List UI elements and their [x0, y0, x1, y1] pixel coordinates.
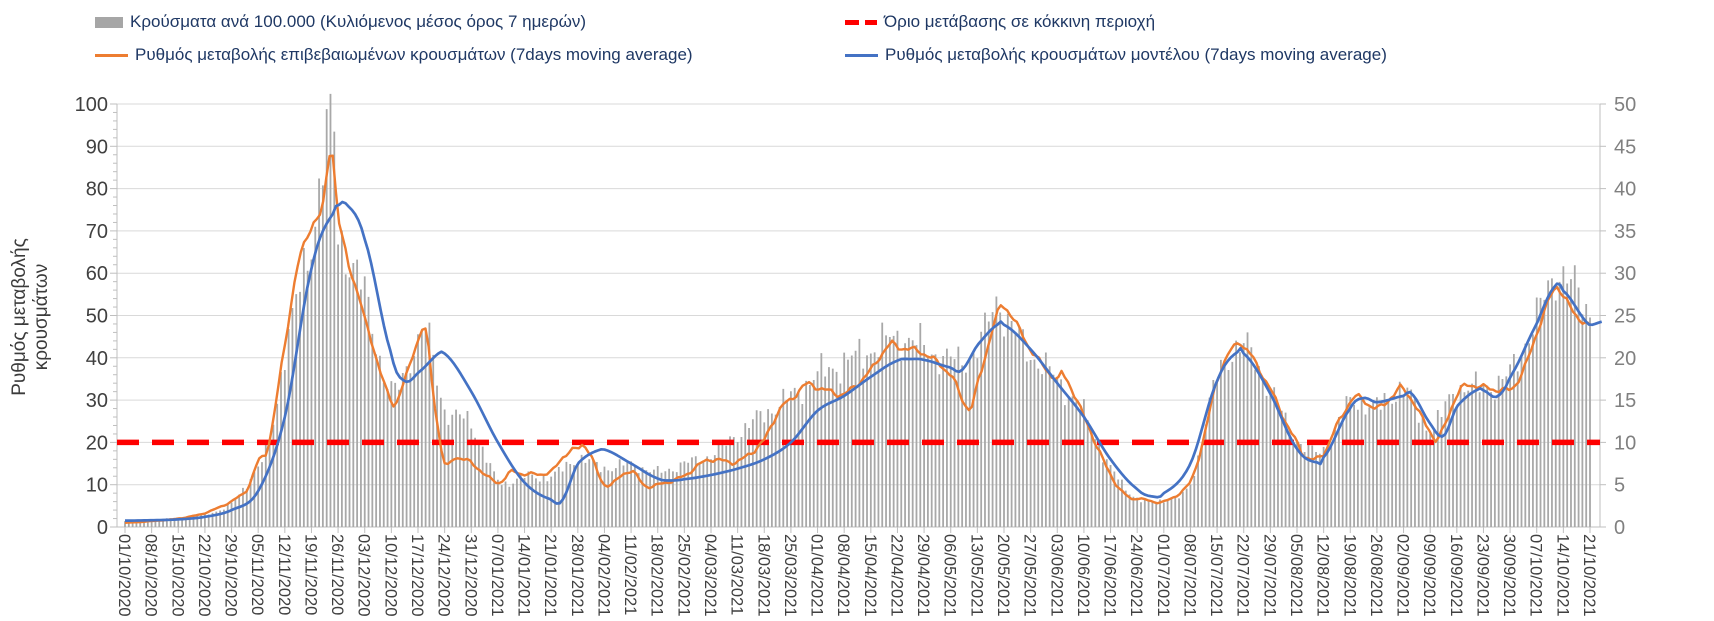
left-axis-tick-label: 90 — [86, 136, 108, 158]
x-axis-date-label: 26/11/2020 — [328, 534, 346, 615]
x-axis-date-label: 15/04/2021 — [861, 534, 879, 617]
x-axis-date-label: 14/01/2021 — [515, 534, 533, 617]
left-axis-tick-label: 60 — [86, 263, 108, 285]
x-axis-date-label: 19/11/2020 — [301, 534, 319, 615]
left-axis-tick-label: 10 — [86, 475, 108, 497]
x-axis-date-label: 04/02/2021 — [594, 534, 612, 617]
left-axis-tick-label: 100 — [75, 94, 108, 116]
legend-item-cases-per-100k: Κρούσματα ανά 100.000 (Κυλιόμενος μέσος … — [95, 12, 586, 32]
x-axis-date-label: 22/07/2021 — [1234, 534, 1252, 617]
right-axis-tick-label: 40 — [1614, 179, 1636, 201]
x-axis-date-label: 25/02/2021 — [674, 534, 692, 617]
x-axis-date-label: 17/12/2020 — [408, 534, 426, 617]
x-axis-date-label: 29/10/2020 — [222, 534, 240, 617]
x-axis-date-label: 28/01/2021 — [568, 534, 586, 617]
right-axis-tick-label: 30 — [1614, 263, 1636, 285]
right-axis-tick-label: 20 — [1614, 348, 1636, 370]
x-axis-date-label: 15/10/2020 — [168, 534, 186, 617]
x-axis-date-label: 17/06/2021 — [1101, 534, 1119, 617]
bar-swatch-icon — [95, 16, 123, 28]
legend-label: Όριο μετάβασης σε κόκκινη περιοχή — [884, 12, 1156, 31]
x-axis-date-label: 01/04/2021 — [808, 534, 826, 617]
right-axis-tick-label: 0 — [1614, 517, 1625, 539]
x-axis-date-label: 22/04/2021 — [887, 534, 905, 617]
x-axis-date-label: 24/12/2020 — [435, 534, 453, 617]
legend-label: Κρούσματα ανά 100.000 (Κυλιόμενος μέσος … — [130, 12, 587, 31]
x-axis-date-label: 25/03/2021 — [781, 534, 799, 617]
left-axis-tick-label: 70 — [86, 221, 108, 243]
legend-item-red-threshold: Όριο μετάβασης σε κόκκινη περιοχή — [845, 12, 1155, 32]
x-axis-date-label: 06/05/2021 — [941, 534, 959, 617]
x-axis-date-label: 24/06/2021 — [1127, 534, 1145, 617]
x-axis-date-label: 02/09/2021 — [1394, 534, 1412, 617]
x-axis-date-label: 08/04/2021 — [834, 534, 852, 617]
left-axis-tick-label: 80 — [86, 179, 108, 201]
legend-item-model-rate: Ρυθμός μεταβολής κρουσμάτων μοντέλου (7d… — [845, 45, 1387, 65]
left-axis-tick-label: 50 — [86, 306, 108, 328]
x-axis-date-label: 10/12/2020 — [381, 534, 399, 617]
x-axis-date-label: 16/09/2021 — [1447, 534, 1465, 617]
legend-label: Ρυθμός μεταβολής κρουσμάτων μοντέλου (7d… — [885, 45, 1387, 64]
x-axis-date-label: 29/07/2021 — [1260, 534, 1278, 617]
x-axis-date-label: 19/08/2021 — [1340, 534, 1358, 617]
x-axis-date-label: 05/08/2021 — [1287, 534, 1305, 617]
daily-cases-bars — [124, 93, 1591, 527]
x-axis-date-label: 31/12/2020 — [461, 534, 479, 617]
left-axis-tick-label: 40 — [86, 348, 108, 370]
x-axis-date-label: 27/05/2021 — [1021, 534, 1039, 617]
blue-line-swatch-icon — [845, 53, 878, 57]
x-axis-date-label: 08/10/2020 — [142, 534, 160, 617]
x-axis-date-label: 15/07/2021 — [1207, 534, 1225, 617]
orange-line-swatch-icon — [95, 53, 128, 57]
x-axis-date-label: 30/09/2021 — [1500, 534, 1518, 617]
x-axis-date-label: 05/11/2020 — [248, 534, 266, 615]
x-axis-date-label: 07/01/2021 — [488, 534, 506, 617]
x-axis-date-label: 07/10/2021 — [1527, 534, 1545, 617]
x-axis-date-label: 09/09/2021 — [1420, 534, 1438, 617]
x-axis-date-label: 03/06/2021 — [1047, 534, 1065, 617]
x-axis-date-label: 18/03/2021 — [754, 534, 772, 617]
x-axis-date-label: 01/10/2020 — [115, 534, 133, 617]
right-axis-tick-label: 25 — [1614, 306, 1636, 328]
x-axis-date-label: 26/08/2021 — [1367, 534, 1385, 617]
x-axis-date-label: 23/09/2021 — [1473, 534, 1491, 617]
x-axis-date-label: 01/07/2021 — [1154, 534, 1172, 617]
right-axis-tick-label: 10 — [1614, 432, 1636, 454]
model-rate-line — [124, 200, 1603, 522]
x-axis-date-label: 18/02/2021 — [648, 534, 666, 617]
left-axis-tick-label: 20 — [86, 432, 108, 454]
x-axis-date-label: 11/02/2021 — [621, 534, 639, 615]
x-axis-date-label: 20/05/2021 — [994, 534, 1012, 617]
x-axis-date-label: 29/04/2021 — [914, 534, 932, 617]
axis-tick-labels: 0 10 20 30 40 50 60 70 80 90 100 0 5 10 15 20 25 30 35 40 45… — [75, 94, 1637, 617]
x-axis-date-label: 11/03/2021 — [728, 534, 746, 615]
right-axis-tick-label: 45 — [1614, 136, 1636, 158]
x-axis-date-label: 22/10/2020 — [195, 534, 213, 617]
dashed-line-swatch-icon — [845, 19, 877, 25]
x-axis-date-label: 10/06/2021 — [1074, 534, 1092, 617]
x-axis-date-label: 13/05/2021 — [967, 534, 985, 617]
x-axis-date-label: 04/03/2021 — [701, 534, 719, 617]
x-axis-date-label: 21/01/2021 — [541, 534, 559, 617]
x-axis-date-label: 12/08/2021 — [1314, 534, 1332, 617]
x-axis-date-label: 08/07/2021 — [1180, 534, 1198, 617]
right-axis-tick-label: 35 — [1614, 221, 1636, 243]
x-axis-date-label: 03/12/2020 — [355, 534, 373, 617]
x-axis-date-label: 21/10/2021 — [1580, 534, 1598, 617]
left-axis-tick-label: 30 — [86, 390, 108, 412]
right-axis-tick-label: 15 — [1614, 390, 1636, 412]
x-axis-date-label: 12/11/2020 — [275, 534, 293, 615]
x-axis-date-label: 14/10/2021 — [1553, 534, 1571, 617]
legend-item-confirmed-rate: Ρυθμός μεταβολής επιβεβαιωμένων κρουσμάτ… — [95, 45, 693, 65]
legend-label: Ρυθμός μεταβολής επιβεβαιωμένων κρουσμάτ… — [135, 45, 693, 64]
left-axis-tick-label: 0 — [97, 517, 108, 539]
right-axis-tick-label: 5 — [1614, 475, 1625, 497]
right-axis-tick-label: 50 — [1614, 94, 1636, 116]
